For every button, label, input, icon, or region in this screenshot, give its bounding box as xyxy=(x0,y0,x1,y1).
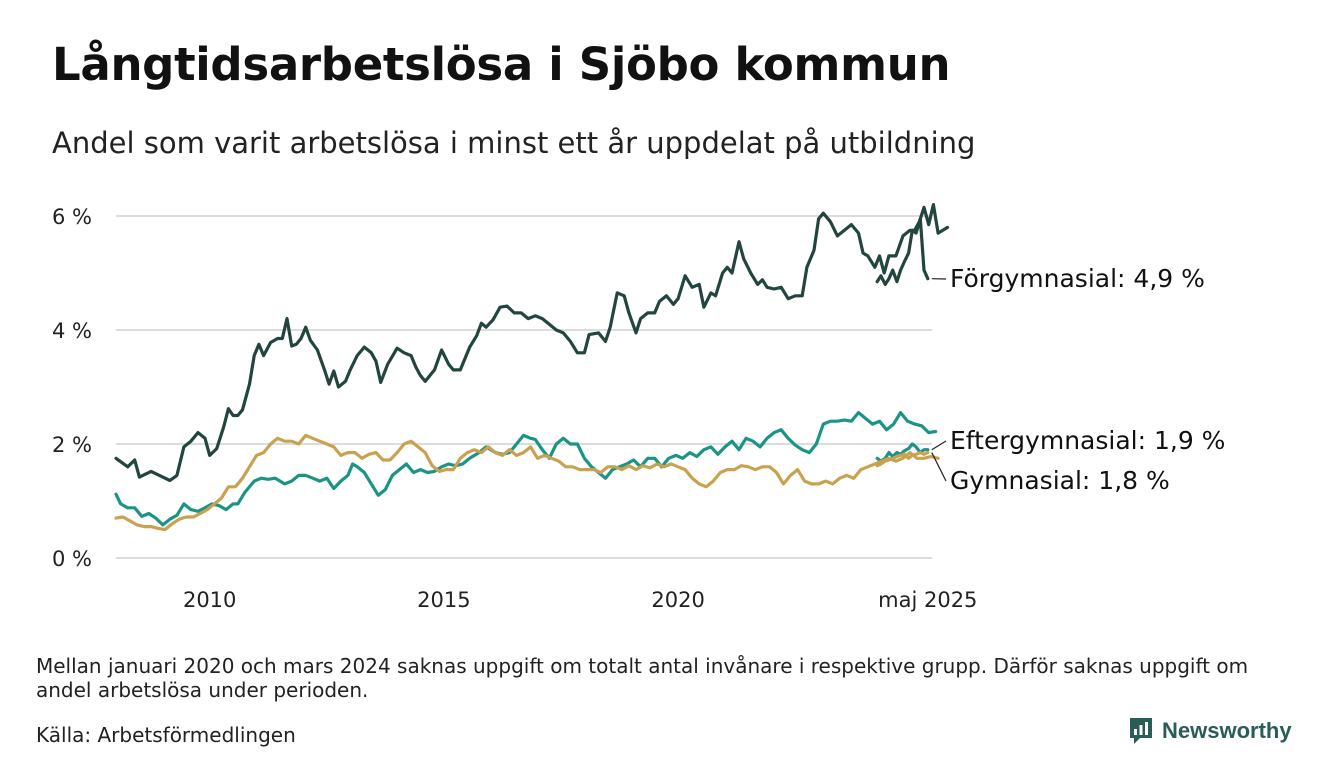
chart-title: Långtidsarbetslösa i Sjöbo kommun xyxy=(52,38,951,91)
chart-subtitle: Andel som varit arbetslösa i minst ett å… xyxy=(52,126,976,160)
y-tick-label: 4 % xyxy=(52,319,92,343)
end-label-eftergymnasial: Eftergymnasial: 1,9 % xyxy=(950,426,1225,455)
series-lines xyxy=(114,203,950,532)
series-line-eftergymnasial xyxy=(114,411,938,527)
x-tick-label: maj 2025 xyxy=(878,588,977,612)
y-tick-label: 2 % xyxy=(52,433,92,457)
footnote: Mellan januari 2020 och mars 2024 saknas… xyxy=(36,654,1249,702)
end-label-förgymnasial: Förgymnasial: 4,9 % xyxy=(950,264,1205,293)
end-label-leader xyxy=(931,452,947,482)
x-axis-ticks: 2010 2015 2020 maj 2025 xyxy=(183,588,977,612)
series-line-förgymnasial xyxy=(875,217,930,286)
line-chart: 0 % 2 % 4 % 6 % 2010 2015 2020 maj 2025 Förgym… xyxy=(52,203,1225,612)
brand-name: Newsworthy xyxy=(1162,718,1292,743)
x-tick-label: 2015 xyxy=(417,588,470,612)
x-tick-label: 2010 xyxy=(183,588,236,612)
series-line-gymnasial xyxy=(114,433,940,532)
end-label-gymnasial: Gymnasial: 1,8 % xyxy=(950,466,1170,495)
newsworthy-logo-icon xyxy=(1130,718,1152,744)
y-axis-ticks: 0 % 2 % 4 % 6 % xyxy=(52,205,92,571)
source-text: Källa: Arbetsförmedlingen xyxy=(36,723,296,747)
y-tick-label: 0 % xyxy=(52,547,92,571)
series-end-labels: Förgymnasial: 4,9 % Eftergymnasial: 1,9 %… xyxy=(931,264,1225,495)
x-tick-label: 2020 xyxy=(651,588,704,612)
y-tick-label: 6 % xyxy=(52,205,92,229)
end-label-leader xyxy=(931,440,947,451)
grid-lines xyxy=(116,215,932,559)
series-line-gymnasial xyxy=(875,451,930,468)
brand: Newsworthy xyxy=(1128,716,1292,746)
series-line-förgymnasial xyxy=(114,203,950,483)
